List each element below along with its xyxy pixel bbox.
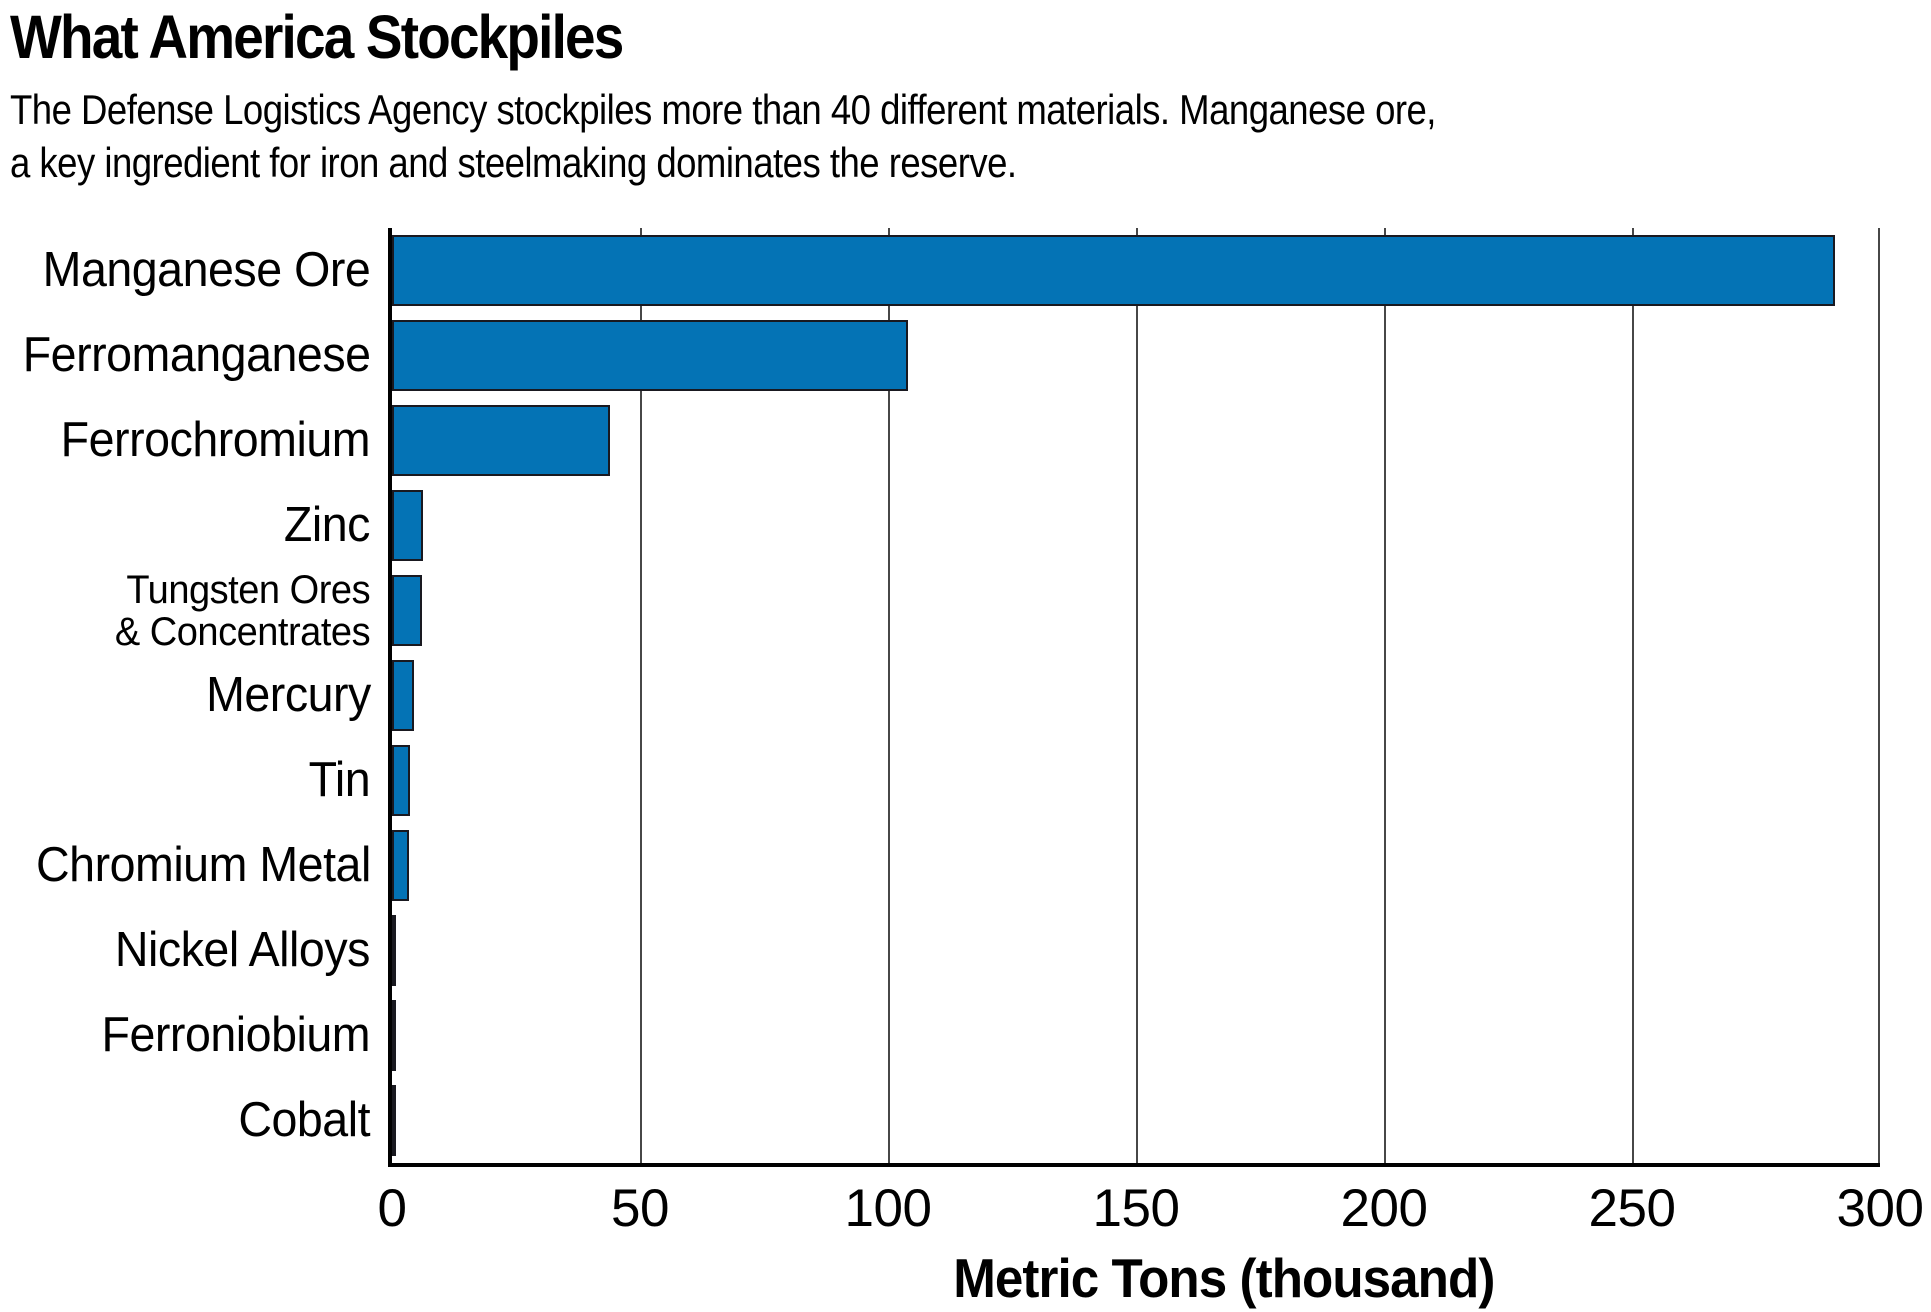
y-axis-label-row: Cobalt xyxy=(0,1078,378,1163)
y-axis-label-row: Zinc xyxy=(0,483,378,568)
y-axis-label-row: Nickel Alloys xyxy=(0,908,378,993)
bar-tungsten-ores xyxy=(392,574,422,647)
gridline-100 xyxy=(888,228,890,1163)
y-axis-label: Mercury xyxy=(205,668,371,722)
y-axis-label: Tin xyxy=(308,753,371,807)
bar-row xyxy=(392,398,1880,483)
bar-zinc xyxy=(392,489,424,562)
bar-mercury xyxy=(392,659,414,732)
bar-row xyxy=(392,228,1880,313)
x-tick-label-100: 100 xyxy=(844,1179,932,1238)
chart-subtitle-line-1: The Defense Logistics Agency stockpiles … xyxy=(10,86,1436,133)
bar-row xyxy=(392,993,1880,1078)
y-axis-label: Nickel Alloys xyxy=(115,923,371,977)
bar-row xyxy=(392,483,1880,568)
y-axis-label: Ferrochromium xyxy=(61,413,371,467)
bar-rows xyxy=(392,228,1880,1163)
y-axis-label: Tungsten Ores & Concentrates xyxy=(115,567,371,654)
y-axis-label: Ferromanganese xyxy=(22,328,371,382)
bar-row xyxy=(392,313,1880,398)
x-axis-ticks: 0 50 100 150 200 250 300 xyxy=(378,1178,1928,1242)
bar-ferroniobium xyxy=(392,999,396,1072)
gridline-200 xyxy=(1384,228,1386,1163)
y-axis-label-row: Tungsten Ores & Concentrates xyxy=(0,568,378,653)
bar-row xyxy=(392,568,1880,653)
y-axis-labels: Manganese Ore Ferromanganese Ferrochromium… xyxy=(0,228,378,1163)
gridline-300 xyxy=(1878,228,1880,1163)
bar-nickel-alloys xyxy=(392,914,397,987)
x-tick-label-0: 0 xyxy=(377,1179,407,1238)
x-tick-label-300: 300 xyxy=(1836,1179,1924,1238)
bar-row xyxy=(392,823,1880,908)
x-tick-label-200: 200 xyxy=(1340,1179,1428,1238)
x-tick-label-50: 50 xyxy=(611,1179,669,1238)
bar-chromium-metal xyxy=(392,829,409,902)
y-axis-label: Cobalt xyxy=(238,1093,371,1147)
y-axis-label-row: Ferroniobium xyxy=(0,993,378,1078)
bar-row xyxy=(392,653,1880,738)
chart-title: What America Stockpiles xyxy=(10,3,624,71)
y-axis-label: Zinc xyxy=(284,498,371,552)
bar-manganese-ore xyxy=(392,234,1836,307)
gridline-50 xyxy=(640,228,642,1163)
chart-subtitle: The Defense Logistics Agency stockpiles … xyxy=(10,84,1436,189)
bar-row xyxy=(392,1078,1880,1163)
bar-ferrochromium xyxy=(392,404,611,477)
bar-ferromanganese xyxy=(392,319,908,392)
y-axis-label-row: Manganese Ore xyxy=(0,228,378,313)
y-axis-label: Chromium Metal xyxy=(35,838,371,892)
bar-tin xyxy=(392,744,410,817)
x-axis-title: Metric Tons (thousand) xyxy=(953,1247,1495,1309)
y-axis-label-row: Chromium Metal xyxy=(0,823,378,908)
bar-row xyxy=(392,738,1880,823)
gridline-150 xyxy=(1136,228,1138,1163)
bar-cobalt xyxy=(392,1084,396,1157)
chart-subtitle-line-2: a key ingredient for iron and steelmakin… xyxy=(10,138,1017,186)
y-axis-label-row: Tin xyxy=(0,738,378,823)
y-axis-label: Manganese Ore xyxy=(42,243,371,297)
x-tick-label-150: 150 xyxy=(1092,1179,1180,1238)
y-axis-label-row: Ferromanganese xyxy=(0,313,378,398)
gridline-250 xyxy=(1632,228,1634,1163)
x-tick-label-250: 250 xyxy=(1588,1179,1676,1238)
y-axis-label-row: Ferrochromium xyxy=(0,398,378,483)
plot-area xyxy=(388,228,1880,1167)
bar-row xyxy=(392,908,1880,993)
y-axis-label: Ferroniobium xyxy=(101,1008,371,1062)
y-axis-label-row: Mercury xyxy=(0,653,378,738)
